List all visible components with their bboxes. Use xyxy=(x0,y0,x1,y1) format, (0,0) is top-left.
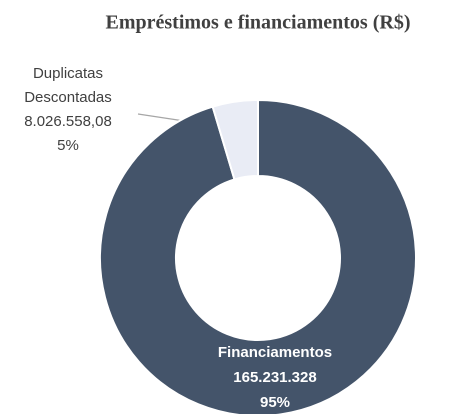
outside-label: Duplicatas Descontadas 8.026.558,08 5% xyxy=(8,62,128,158)
slice-label: Financiamentos xyxy=(218,344,332,361)
value-label: 8.026.558,08 xyxy=(24,113,112,130)
value-label: 165.231.328 xyxy=(233,369,316,386)
percent-label: 95% xyxy=(260,394,290,411)
percent-label: 5% xyxy=(57,137,79,154)
chart-title: Empréstimos e financiamentos (R$) xyxy=(106,12,411,34)
donut-slice xyxy=(99,98,417,414)
slice-label: Duplicatas Descontadas xyxy=(24,65,112,106)
donut-slice xyxy=(211,98,259,181)
